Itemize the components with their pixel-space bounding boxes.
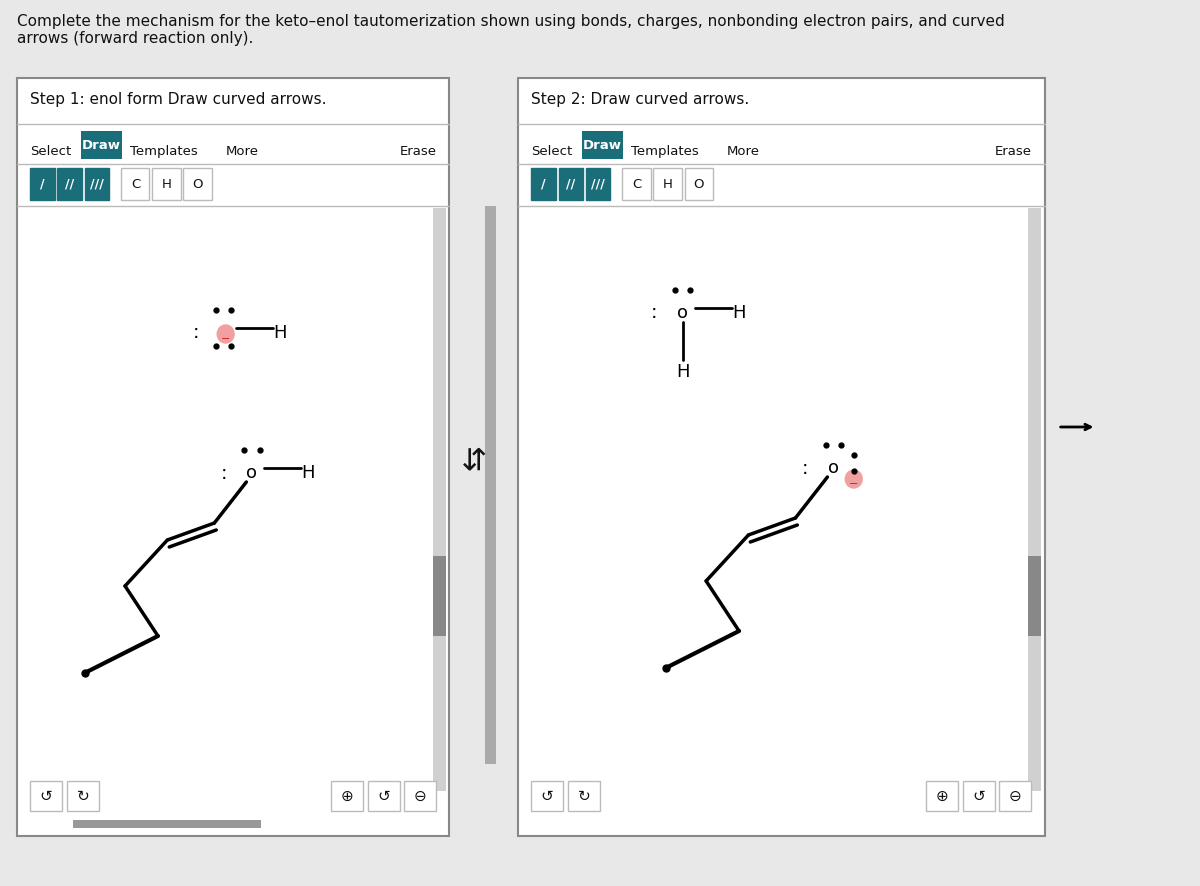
Text: ⊖: ⊖ (414, 789, 427, 804)
Bar (17, 78, 450, 836)
Text: Erase: Erase (400, 144, 437, 158)
Text: ⊕: ⊕ (341, 789, 353, 804)
Bar (1027, 556, 1040, 636)
Text: o: o (246, 464, 258, 482)
Text: o: o (677, 304, 688, 322)
Bar (121, 168, 150, 200)
Text: ///: /// (592, 177, 605, 190)
Bar (367, 781, 400, 811)
Text: ↺: ↺ (40, 789, 53, 804)
Text: //: // (65, 177, 74, 190)
Text: H: H (662, 177, 672, 190)
Bar (80, 131, 122, 159)
Circle shape (217, 325, 234, 343)
Text: H: H (301, 464, 316, 482)
Text: /: / (541, 177, 546, 190)
Text: O: O (192, 177, 203, 190)
Text: :: : (652, 304, 658, 323)
Text: More: More (226, 144, 259, 158)
Text: ↺: ↺ (541, 789, 553, 804)
Text: :: : (192, 323, 199, 343)
Bar (67, 781, 98, 811)
Text: More: More (727, 144, 760, 158)
Text: o: o (828, 459, 839, 477)
Text: Templates: Templates (130, 144, 198, 158)
Text: H: H (274, 324, 287, 342)
Bar (404, 781, 437, 811)
Text: //: // (566, 177, 575, 190)
Bar (568, 781, 600, 811)
Bar (184, 168, 211, 200)
Bar (654, 168, 682, 200)
Bar (532, 168, 556, 200)
Text: o: o (218, 324, 229, 342)
Bar (30, 781, 62, 811)
Bar (331, 781, 362, 811)
Bar (58, 168, 82, 200)
Bar (152, 168, 180, 200)
Bar (73, 820, 262, 828)
Text: ⊕: ⊕ (936, 789, 948, 804)
Text: Complete the mechanism for the keto–enol tautomerization shown using bonds, char: Complete the mechanism for the keto–enol… (17, 14, 1004, 46)
Text: −: − (221, 334, 230, 344)
Text: C: C (632, 177, 641, 190)
Text: ↺: ↺ (377, 789, 390, 804)
Text: ↻: ↻ (77, 789, 89, 804)
Text: Draw: Draw (82, 138, 121, 152)
Text: /: / (40, 177, 44, 190)
Text: Step 1: enol form Draw curved arrows.: Step 1: enol form Draw curved arrows. (30, 92, 326, 107)
Text: ⇆: ⇆ (461, 444, 491, 470)
Text: O: O (694, 177, 704, 190)
Text: −: − (850, 479, 858, 489)
Bar (1027, 208, 1040, 791)
Text: H: H (162, 177, 172, 190)
Text: H: H (676, 363, 689, 381)
Text: Erase: Erase (995, 144, 1032, 158)
Text: C: C (131, 177, 140, 190)
Bar (532, 781, 563, 811)
Text: ⊖: ⊖ (1009, 789, 1022, 804)
Bar (558, 168, 583, 200)
Text: Select: Select (532, 144, 572, 158)
Bar (926, 781, 958, 811)
Bar (432, 208, 445, 791)
Text: Select: Select (30, 144, 71, 158)
Bar (623, 168, 650, 200)
Text: ↺: ↺ (972, 789, 985, 804)
Text: :: : (221, 463, 227, 483)
Bar (586, 168, 611, 200)
Bar (485, 206, 497, 764)
Text: Step 2: Draw curved arrows.: Step 2: Draw curved arrows. (532, 92, 750, 107)
Bar (684, 168, 713, 200)
Bar (85, 168, 109, 200)
Bar (962, 781, 995, 811)
Bar (1000, 781, 1032, 811)
Bar (432, 556, 445, 636)
Text: ↻: ↻ (577, 789, 590, 804)
Text: Templates: Templates (631, 144, 698, 158)
Text: Draw: Draw (583, 138, 623, 152)
Bar (582, 131, 623, 159)
Bar (30, 168, 54, 200)
Text: H: H (732, 304, 745, 322)
Circle shape (845, 470, 863, 488)
Text: ///: /// (90, 177, 103, 190)
Text: :: : (802, 458, 808, 478)
Bar (518, 78, 1045, 836)
